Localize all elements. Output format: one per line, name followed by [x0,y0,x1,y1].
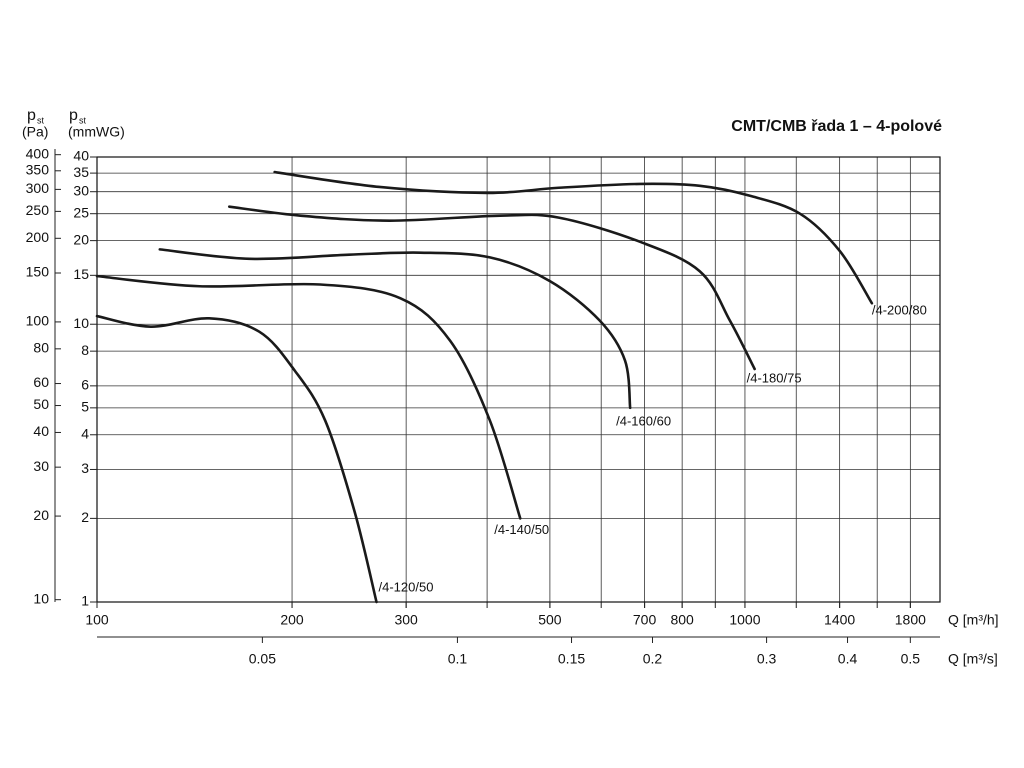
y-tick-label: 10 [73,315,89,331]
y-axis-label: (mmWG) [68,124,125,140]
y2-tick-label: 20 [33,507,49,523]
x-axis-label: Q [m³/h] [948,612,999,628]
y2-tick-label: 150 [26,264,50,280]
x2-tick-label: 0.5 [901,651,921,667]
x-tick-label: 1000 [729,612,760,628]
x-tick-label: 1800 [895,612,926,628]
y2-tick-label: 80 [33,340,49,356]
y-tick-label: 15 [73,266,89,282]
x-tick-label: 800 [670,612,694,628]
y-tick-label: 6 [81,377,89,393]
x-tick-label: 1400 [824,612,855,628]
curve [273,170,874,305]
x2-tick-label: 0.05 [249,651,276,667]
y-symbol: p [69,107,78,124]
y2-subscript: st [37,115,45,125]
x2-tick-label: 0.3 [757,651,777,667]
y2-tick-label: 400 [26,145,50,161]
curve-label: /4-160/60 [616,413,671,428]
y-subscript: st [79,115,87,125]
x2-tick-label: 0.2 [643,651,663,667]
y2-tick-label: 350 [26,161,50,177]
y2-tick-label: 10 [33,590,49,606]
x-tick-label: 200 [280,612,304,628]
y2-axis-label: (Pa) [22,124,48,140]
chart-title: CMT/CMB řada 1 – 4-polové [731,118,942,135]
y-tick-label: 25 [73,204,89,220]
y-tick-label: 40 [73,148,89,164]
y2-tick-label: 250 [26,202,50,218]
y2-tick-label: 50 [33,396,49,412]
curve [227,205,756,371]
x-tick-label: 300 [394,612,418,628]
curve [95,314,378,604]
y-tick-label: 20 [73,231,89,247]
y-tick-label: 2 [81,509,89,525]
x-tick-label: 100 [85,612,109,628]
x-tick-label: 500 [538,612,562,628]
x2-tick-label: 0.1 [448,651,468,667]
x2-tick-label: 0.15 [558,651,585,667]
y-tick-label: 5 [81,399,89,415]
curve-label: /4-140/50 [494,522,549,537]
y2-tick-label: 200 [26,229,50,245]
curve [95,274,522,520]
curve-label: /4-200/80 [872,303,927,318]
y-tick-label: 8 [81,342,89,358]
curve-label: /4-120/50 [379,579,434,594]
y-tick-label: 3 [81,460,89,476]
y2-tick-label: 100 [26,313,50,329]
y2-symbol: p [27,107,36,124]
x2-axis-label: Q [m³/s] [948,651,998,667]
x-tick-label: 700 [633,612,657,628]
y-tick-label: 30 [73,182,89,198]
y2-tick-label: 60 [33,374,49,390]
y-tick-label: 4 [81,425,89,441]
curve [158,248,632,410]
plot-frame [96,156,941,603]
y2-tick-label: 30 [33,458,49,474]
y-tick-label: 1 [81,593,89,609]
y2-tick-label: 300 [26,180,50,196]
y-tick-label: 35 [73,164,89,180]
y2-tick-label: 40 [33,423,49,439]
curve-label: /4-180/75 [747,370,802,385]
x2-tick-label: 0.4 [838,651,858,667]
